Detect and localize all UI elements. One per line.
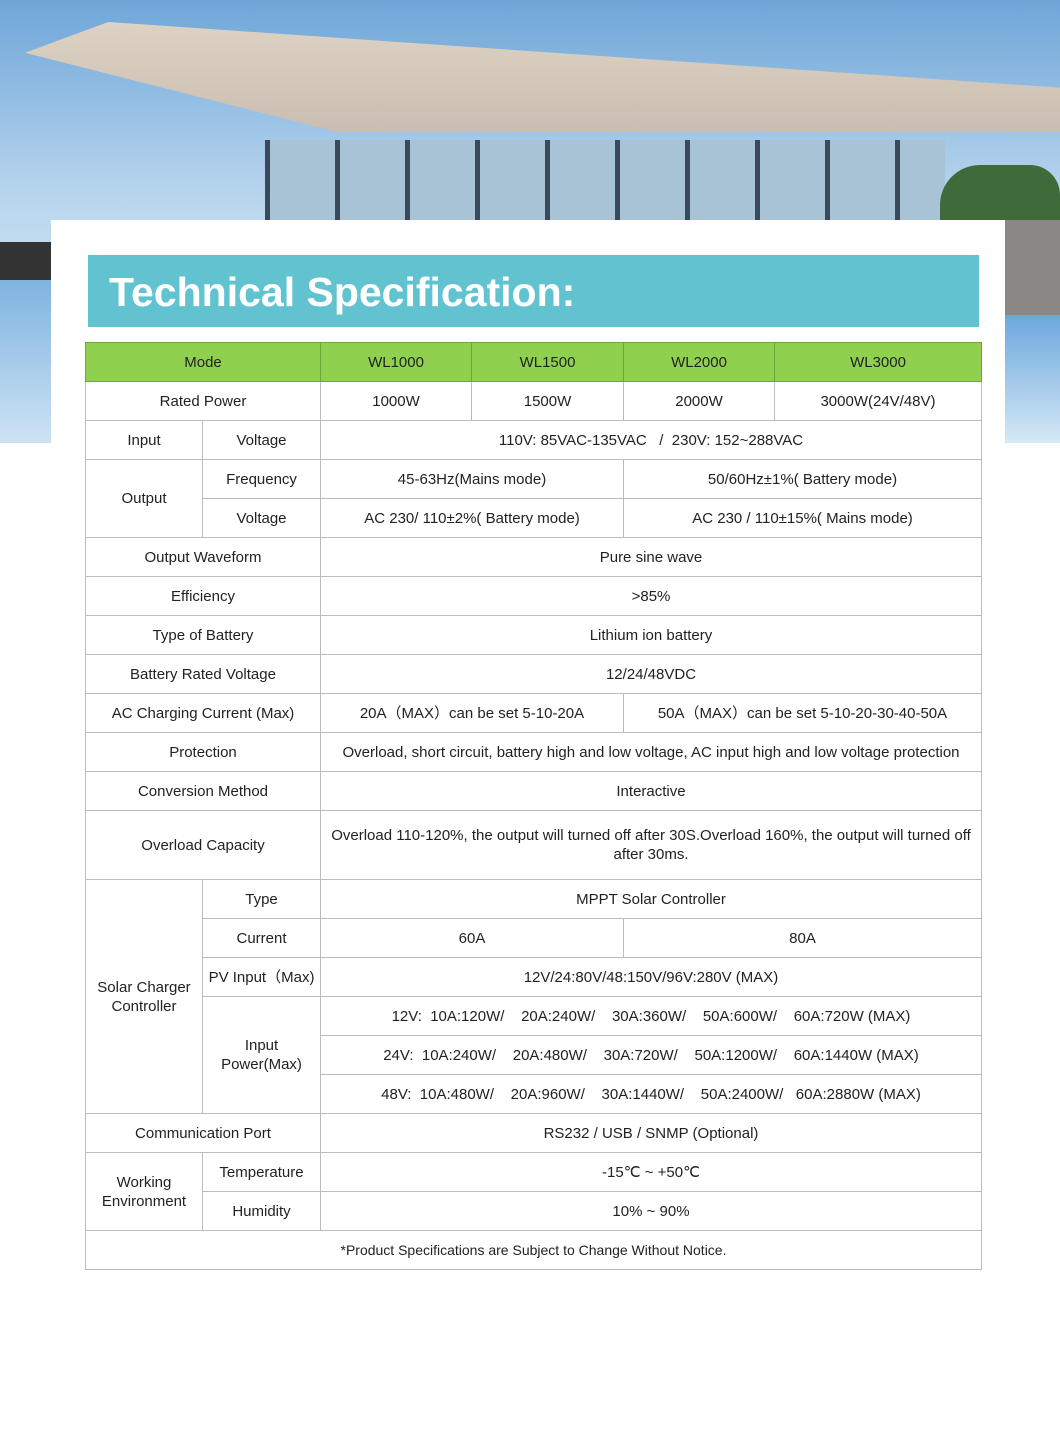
table-row: Working Environment Temperature -15℃ ~ +… [85,1152,982,1231]
sub-label: PV Input（Max) [202,957,321,997]
header-row: Mode WL1000 WL1500 WL2000 WL3000 [85,342,982,382]
sub-label: Frequency [202,459,321,499]
table-row: Solar Charger Controller Type MPPT Solar… [85,879,982,1114]
cell: AC 230 / 110±15%( Mains mode) [623,498,982,538]
table-row: Output Frequency 45-63Hz(Mains mode) 50/… [85,459,982,538]
cell: 80A [623,918,982,958]
cell: 3000W(24V/48V) [774,381,982,421]
cell: 1000W [320,381,472,421]
table-row: Type of Battery Lithium ion battery [85,615,982,655]
row-label: Conversion Method [85,771,321,811]
row-label: AC Charging Current (Max) [85,693,321,733]
row-label: Efficiency [85,576,321,616]
cell: 1500W [471,381,624,421]
cell: Overload, short circuit, battery high an… [320,732,982,772]
sub-label: Current [202,918,321,958]
row-label: Type of Battery [85,615,321,655]
pool-photo-left [0,242,52,443]
page-title: Technical Specification: [88,255,979,327]
table-row: Conversion Method Interactive [85,771,982,811]
cell: 12V: 10A:120W/ 20A:240W/ 30A:360W/ 50A:6… [320,996,982,1036]
pool-photo-right [1004,220,1060,443]
table-row: Current 60A 80A [86,918,982,958]
table-row: Input Power(Max) 12V: 10A:120W/ 20A:240W… [86,996,982,1114]
sub-label: Humidity [202,1191,321,1231]
table-row: Battery Rated Voltage 12/24/48VDC [85,654,982,694]
sub-label: Type [202,879,321,919]
row-label: Solar Charger Controller [85,879,203,1114]
table-row: PV Input（Max) 12V/24:80V/48:150V/96V:280… [86,957,982,997]
cell: 60A [320,918,624,958]
row-label: Communication Port [85,1113,321,1153]
row-label: Output Waveform [85,537,321,577]
row-label: Working Environment [85,1152,203,1231]
header-model: WL3000 [774,342,982,382]
table-row: Input Voltage 110V: 85VAC-135VAC / 230V:… [85,420,982,460]
cell: 20A（MAX）can be set 5-10-20A [320,693,624,733]
cell: 2000W [623,381,775,421]
cell: 50A（MAX）can be set 5-10-20-30-40-50A [623,693,982,733]
row-label: Protection [85,732,321,772]
row-label: Input [85,420,203,460]
cell: 24V: 10A:240W/ 20A:480W/ 30A:720W/ 50A:1… [320,1035,982,1075]
header-model: WL1500 [471,342,624,382]
glass-wall [265,140,945,220]
cell: -15℃ ~ +50℃ [320,1152,982,1192]
header-model: WL1000 [320,342,472,382]
notice-row: *Product Specifications are Subject to C… [85,1230,982,1270]
table-row: Voltage AC 230/ 110±2%( Battery mode) AC… [86,498,982,538]
table-row: Communication Port RS232 / USB / SNMP (Op… [85,1113,982,1153]
table-row: Rated Power 1000W 1500W 2000W 3000W(24V/… [85,381,982,421]
roof-shape [25,22,1060,132]
table-row: Output Waveform Pure sine wave [85,537,982,577]
cell: MPPT Solar Controller [320,879,982,919]
table-row: 24V: 10A:240W/ 20A:480W/ 30A:720W/ 50A:1… [86,1035,982,1075]
row-label: Rated Power [85,381,321,421]
cell: 110V: 85VAC-135VAC / 230V: 152~288VAC [320,420,982,460]
spec-table: Mode WL1000 WL1500 WL2000 WL3000 Rated P… [85,342,982,1270]
row-label: Output [85,459,203,538]
sub-label: Voltage [202,420,321,460]
cell: >85% [320,576,982,616]
table-row: 48V: 10A:480W/ 20A:960W/ 30A:1440W/ 50A:… [86,1074,982,1114]
notice: *Product Specifications are Subject to C… [85,1230,982,1270]
cell: 45-63Hz(Mains mode) [320,459,624,499]
trees [940,165,1060,225]
cell: Interactive [320,771,982,811]
header-model: WL2000 [623,342,775,382]
sub-label: Voltage [202,498,321,538]
row-label: Battery Rated Voltage [85,654,321,694]
cell: 50/60Hz±1%( Battery mode) [623,459,982,499]
row-label: Overload Capacity [85,810,321,880]
cell: 48V: 10A:480W/ 20A:960W/ 30A:1440W/ 50A:… [320,1074,982,1114]
table-row: Overload Capacity Overload 110-120%, the … [85,810,982,880]
cell: Lithium ion battery [320,615,982,655]
header-mode: Mode [85,342,321,382]
cell: Pure sine wave [320,537,982,577]
sub-label: Input Power(Max) [202,996,321,1114]
table-row: AC Charging Current (Max) 20A（MAX）can be… [85,693,982,733]
cell: RS232 / USB / SNMP (Optional) [320,1113,982,1153]
cell: 12/24/48VDC [320,654,982,694]
table-row: Humidity 10% ~ 90% [86,1191,982,1231]
cell: AC 230/ 110±2%( Battery mode) [320,498,624,538]
table-row: Efficiency >85% [85,576,982,616]
cell: 12V/24:80V/48:150V/96V:280V (MAX) [320,957,982,997]
cell: 10% ~ 90% [320,1191,982,1231]
table-row: Protection Overload, short circuit, batte… [85,732,982,772]
sub-label: Temperature [202,1152,321,1192]
cell: Overload 110-120%, the output will turne… [320,810,982,880]
